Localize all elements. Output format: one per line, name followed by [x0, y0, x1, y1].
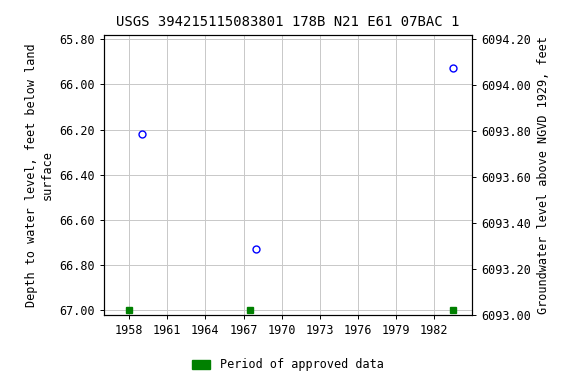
- Legend: Period of approved data: Period of approved data: [188, 354, 388, 376]
- Title: USGS 394215115083801 178B N21 E61 07BAC 1: USGS 394215115083801 178B N21 E61 07BAC …: [116, 15, 460, 29]
- Y-axis label: Groundwater level above NGVD 1929, feet: Groundwater level above NGVD 1929, feet: [537, 36, 550, 314]
- Y-axis label: Depth to water level, feet below land
surface: Depth to water level, feet below land su…: [25, 43, 54, 306]
